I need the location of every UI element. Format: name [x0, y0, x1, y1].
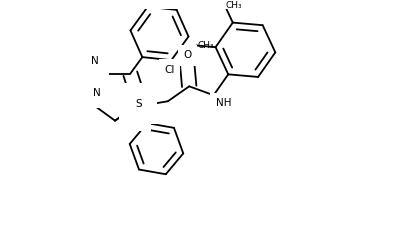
Text: N: N: [91, 56, 99, 66]
Text: NH: NH: [216, 98, 231, 108]
Text: S: S: [135, 99, 142, 109]
Text: O: O: [183, 50, 191, 60]
Text: CH₃: CH₃: [226, 1, 242, 10]
Text: CH₃: CH₃: [198, 41, 214, 50]
Text: N: N: [133, 111, 140, 121]
Text: N: N: [93, 88, 101, 98]
Text: Cl: Cl: [164, 65, 175, 75]
